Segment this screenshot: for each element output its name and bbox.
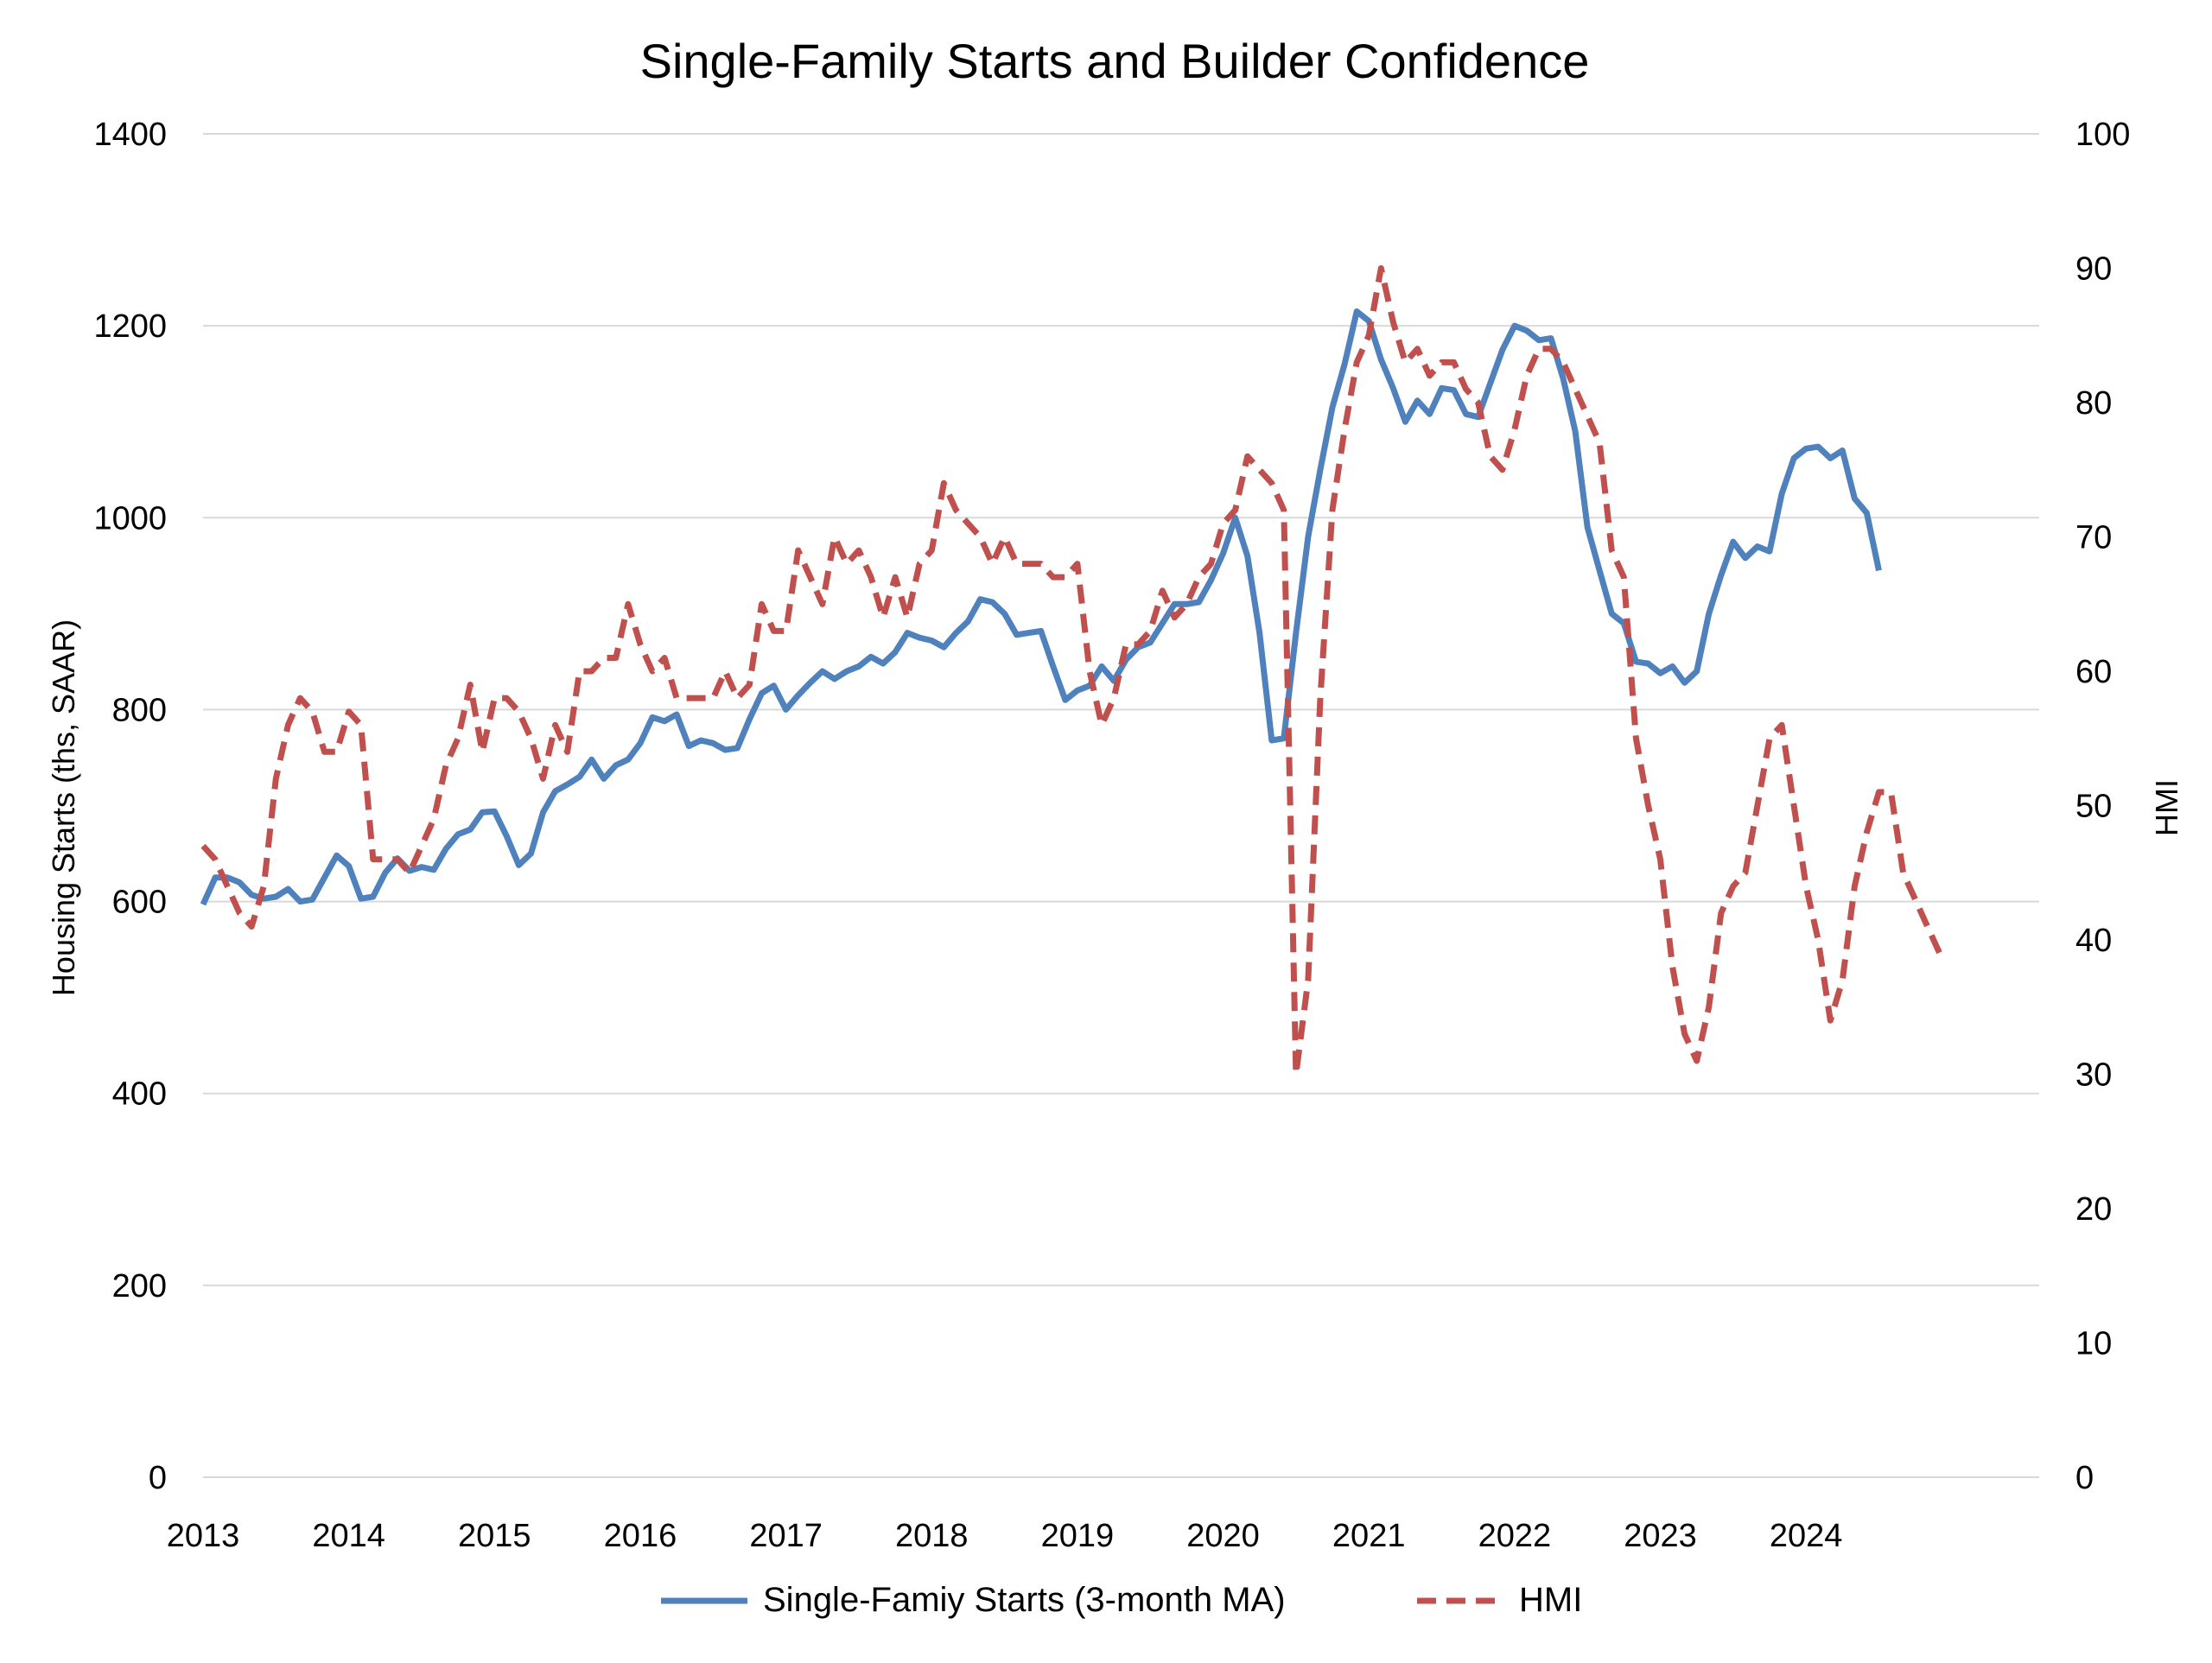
series-line-single-family-starts [200, 308, 1882, 906]
y-tick-label: 800 [112, 692, 167, 728]
legend-label: Single-Famiy Starts (3-month MA) [763, 1581, 1286, 1619]
x-tick-label: 2024 [1770, 1518, 1843, 1554]
series-line-hmi [200, 265, 1942, 1077]
legend-label: HMI [1519, 1581, 1582, 1619]
x-tick-label: 2021 [1332, 1518, 1406, 1554]
x-tick-label: 2017 [749, 1518, 823, 1554]
y2-axis-label: HMI [2149, 779, 2184, 836]
y2-tick-label: 20 [2075, 1191, 2112, 1228]
y2-tick-label: 30 [2075, 1057, 2112, 1094]
y2-tick-label: 0 [2075, 1460, 2094, 1496]
x-tick-label: 2020 [1186, 1518, 1260, 1554]
y2-tick-label: 100 [2075, 117, 2130, 153]
y2-tick-label: 50 [2075, 789, 2112, 825]
y-tick-label: 200 [112, 1268, 167, 1304]
y-tick-label: 600 [112, 885, 167, 921]
y2-tick-label: 90 [2075, 251, 2112, 288]
chart-title: Single-Family Starts and Builder Confide… [640, 34, 1590, 88]
y2-axis-ticks: 0 10 20 30 40 50 60 70 80 90 100 [2075, 117, 2130, 1496]
y-tick-label: 1200 [93, 308, 167, 345]
y-tick-label: 400 [112, 1076, 167, 1113]
x-tick-label: 2018 [895, 1518, 969, 1554]
y-tick-label: 1000 [93, 500, 167, 536]
y-tick-label: 0 [149, 1460, 167, 1496]
y-axis-ticks: 0 200 400 600 800 1000 1200 1400 [93, 117, 167, 1496]
x-tick-label: 2023 [1624, 1518, 1697, 1554]
x-tick-label: 2022 [1478, 1518, 1552, 1554]
y-tick-label: 1400 [93, 117, 167, 153]
y2-tick-label: 10 [2075, 1326, 2112, 1362]
y2-tick-label: 60 [2075, 654, 2112, 690]
series-layer [200, 265, 1942, 1077]
x-axis-ticks: 2013 2014 2015 2016 2017 2018 2019 2020 2021 2022… [167, 1518, 1843, 1554]
x-tick-label: 2019 [1041, 1518, 1115, 1554]
x-tick-label: 2015 [458, 1518, 531, 1554]
x-tick-label: 2014 [312, 1518, 385, 1554]
y2-tick-label: 40 [2075, 923, 2112, 959]
x-tick-label: 2013 [167, 1518, 240, 1554]
y2-tick-label: 70 [2075, 520, 2112, 556]
y-axis-label: Housing Starts (ths, SAAR) [46, 619, 81, 996]
legend: Single-Famiy Starts (3-month MA) HMI [661, 1581, 1582, 1619]
y2-tick-label: 80 [2075, 385, 2112, 422]
gridlines [203, 133, 2039, 1478]
x-tick-label: 2016 [604, 1518, 677, 1554]
